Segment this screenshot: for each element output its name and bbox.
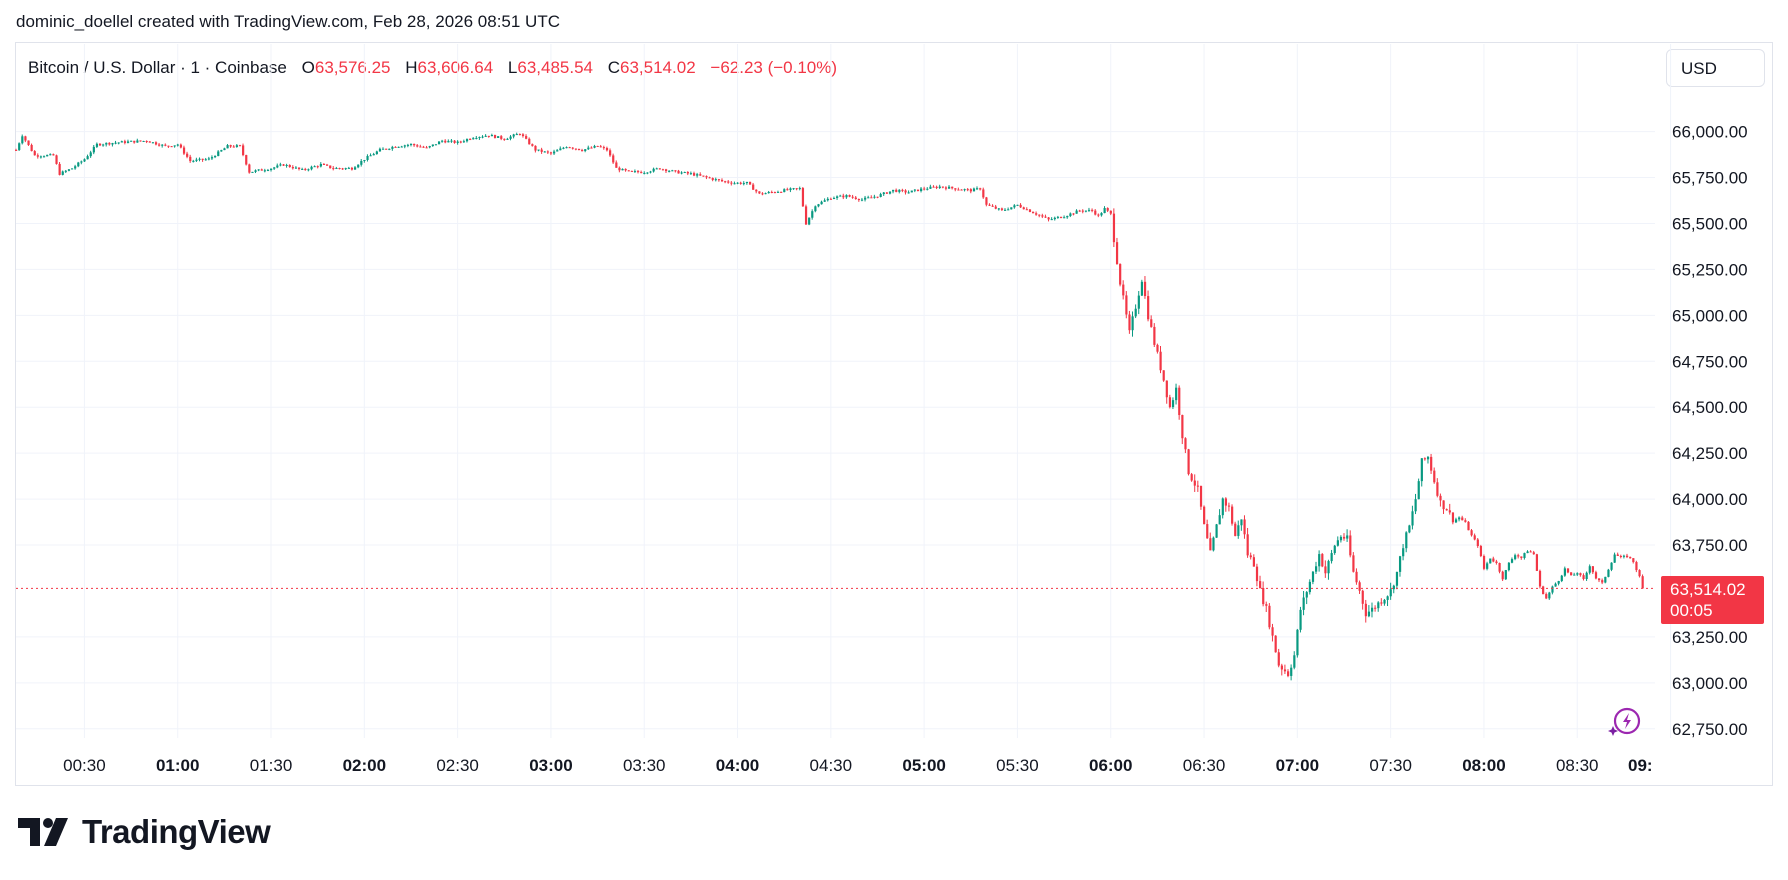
tradingview-logo: TradingView (18, 812, 271, 852)
bar-countdown: 00:05 (1670, 601, 1713, 620)
symbol-description[interactable]: Bitcoin / U.S. Dollar · 1 · Coinbase (28, 58, 287, 77)
tradingview-wordmark: TradingView (82, 813, 271, 850)
last-price-value: 63,514.02 (1670, 580, 1746, 599)
high-value: 63,606.64 (417, 58, 494, 77)
ohlc-legend: Bitcoin / U.S. Dollar · 1 · Coinbase O63… (28, 58, 837, 78)
close-value: 63,514.02 (620, 58, 696, 77)
tradingview-logo-icon (18, 818, 68, 846)
chart-frame[interactable] (15, 42, 1773, 786)
close-label: C (607, 58, 621, 77)
open-label: O (301, 58, 315, 77)
last-price-tag: 63,514.02 00:05 (1661, 576, 1764, 624)
low-value: 63,485.54 (517, 58, 593, 77)
sparkle-bolt-icon[interactable] (1606, 704, 1642, 740)
chart-attribution: dominic_doellel created with TradingView… (16, 12, 560, 31)
change-value: −62.23 (−0.10%) (710, 58, 838, 77)
open-value: 63,576.25 (314, 58, 391, 77)
high-label: H (405, 58, 418, 77)
currency-button[interactable]: USD (1666, 49, 1765, 87)
low-label: L (507, 58, 518, 77)
